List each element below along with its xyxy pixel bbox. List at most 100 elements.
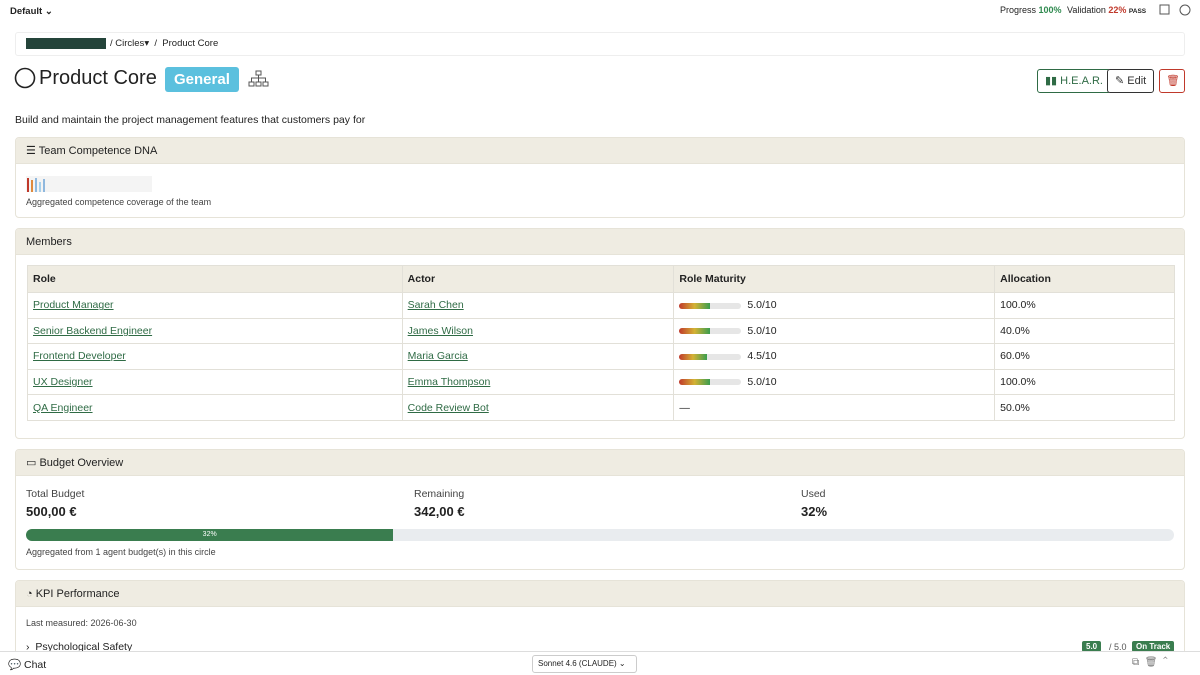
member-row: Product Manager Sarah Chen 5.0/10 100.0% bbox=[27, 292, 1175, 319]
members-card: Members Role Actor Role Maturity Allocation… bbox=[15, 228, 1185, 439]
maturity-cell: 5.0/10 bbox=[673, 292, 996, 319]
role-cell: QA Engineer bbox=[27, 394, 403, 421]
budget-fill: 32% bbox=[26, 529, 394, 541]
stat-label: Total Budget bbox=[26, 488, 85, 500]
stat-value: 32% bbox=[801, 504, 828, 519]
maturity-cell: — bbox=[673, 394, 996, 421]
caption: Aggregated from 1 agent budget(s) in thi… bbox=[26, 547, 216, 557]
dna-strip bbox=[26, 176, 152, 192]
maturity-track bbox=[679, 353, 742, 360]
actor-link[interactable]: Sarah Chen bbox=[407, 299, 464, 312]
last-measured: Last measured: 2026-06-30 bbox=[26, 618, 137, 628]
card-title: KPI Performance bbox=[35, 588, 120, 600]
top-icons[interactable] bbox=[1159, 4, 1191, 16]
allocation-cell: 60.0% bbox=[994, 343, 1175, 370]
maturity-label: 5.0/10 bbox=[747, 299, 777, 312]
member-row: QA Engineer Code Review Bot — 50.0% bbox=[27, 394, 1175, 421]
hierarchy-icon[interactable] bbox=[248, 70, 270, 88]
breadcrumb: / Circles▾ / Product Core bbox=[15, 32, 1185, 56]
actor-cell: Emma Thompson bbox=[401, 368, 675, 396]
description: Build and maintain the project managemen… bbox=[15, 114, 366, 126]
stat-value: 342,00 € bbox=[414, 504, 465, 519]
card-header: ▭ Budget Overview bbox=[16, 450, 1184, 476]
footer-icons[interactable]: ⧉ 🗑 ⌃ bbox=[1132, 657, 1168, 668]
progress-value: 100% bbox=[1038, 5, 1062, 15]
breadcrumb-item[interactable]: Product Core bbox=[162, 38, 219, 49]
kpi-score: 5.0 bbox=[1082, 641, 1102, 652]
validation-value: 22% bbox=[1108, 5, 1127, 15]
role-cell: Senior Backend Engineer bbox=[27, 317, 403, 345]
button-label: H.E.A.R. bbox=[1060, 75, 1103, 87]
chat-button[interactable]: 💬 Chat bbox=[8, 659, 47, 671]
column-header: Role bbox=[27, 265, 403, 293]
header-row: Role Actor Role Maturity Allocation bbox=[27, 265, 1175, 293]
bar-label: 32% bbox=[202, 531, 217, 538]
progress-label: Progress bbox=[1000, 5, 1037, 15]
role-link[interactable]: Product Manager bbox=[33, 299, 114, 312]
delete-button[interactable]: 🗑 bbox=[1159, 69, 1185, 93]
status-icon bbox=[14, 67, 36, 89]
maturity-fill bbox=[679, 379, 711, 386]
kpi-status: On Track bbox=[1132, 641, 1175, 652]
actor-cell: Maria Garcia bbox=[401, 343, 675, 370]
validation-status: PASS bbox=[1128, 8, 1147, 15]
actor-link[interactable]: James Wilson bbox=[407, 324, 473, 337]
budget-card: ▭ Budget Overview Total Budget 500,00 € … bbox=[15, 449, 1185, 570]
role-link[interactable]: QA Engineer bbox=[33, 401, 93, 414]
hear-button[interactable]: ▮▮ H.E.A.R. bbox=[1037, 69, 1111, 93]
maturity-cell: 5.0/10 bbox=[673, 317, 996, 345]
page-title: Product Core bbox=[39, 67, 157, 89]
maturity-label: 5.0/10 bbox=[747, 324, 777, 337]
workspace: Default bbox=[10, 6, 43, 17]
progress: Progress 100% bbox=[1000, 5, 1062, 15]
card-title: Members bbox=[26, 236, 72, 248]
actor-link[interactable]: Maria Garcia bbox=[407, 350, 468, 363]
competence-card: ☰ Team Competence DNA Aggregated compete… bbox=[15, 137, 1185, 218]
allocation-cell: 100.0% bbox=[994, 368, 1175, 396]
actor-cell: Code Review Bot bbox=[401, 394, 675, 421]
stat-label: Remaining bbox=[414, 488, 465, 500]
maturity-label: 4.5/10 bbox=[747, 350, 777, 363]
maturity-fill bbox=[679, 302, 711, 309]
stat-value: 500,00 € bbox=[26, 504, 77, 519]
button-label: Edit bbox=[1127, 75, 1147, 87]
workspace-select[interactable]: Default ⌄ bbox=[10, 6, 53, 17]
caption: Aggregated competence coverage of the te… bbox=[26, 197, 212, 207]
actor-cell: James Wilson bbox=[401, 317, 675, 345]
model-name: Sonnet 4.6 (CLAUDE) bbox=[538, 659, 617, 668]
column-header: Role Maturity bbox=[673, 265, 996, 293]
kpi-row[interactable]: › Psychological Safety 5.0 / 5.0 On Trac… bbox=[26, 641, 1176, 653]
actor-link[interactable]: Code Review Bot bbox=[407, 401, 489, 414]
member-row: UX Designer Emma Thompson 5.0/10 100.0% bbox=[27, 368, 1175, 396]
maturity-track bbox=[679, 328, 742, 335]
kpi-name: Psychological Safety bbox=[35, 641, 133, 653]
allocation-cell: 50.0% bbox=[994, 394, 1175, 421]
maturity-track bbox=[679, 302, 742, 309]
maturity-track bbox=[679, 379, 742, 386]
role-link[interactable]: Senior Backend Engineer bbox=[33, 324, 153, 337]
card-title: Budget Overview bbox=[39, 457, 124, 469]
member-row: Senior Backend Engineer James Wilson 5.0/1… bbox=[27, 317, 1175, 345]
maturity-fill bbox=[679, 353, 708, 360]
stat-label: Used bbox=[801, 488, 826, 500]
column-header: Actor bbox=[401, 265, 675, 293]
redacted bbox=[26, 38, 106, 49]
maturity-fill bbox=[679, 328, 711, 335]
card-title: Team Competence DNA bbox=[38, 145, 158, 157]
role-cell: Product Manager bbox=[27, 292, 403, 319]
model-select[interactable]: Sonnet 4.6 (CLAUDE) ⌄ bbox=[532, 655, 637, 673]
allocation-cell: 100.0% bbox=[994, 292, 1175, 319]
role-link[interactable]: UX Designer bbox=[33, 376, 93, 389]
validation: Validation 22% PASS bbox=[1067, 5, 1146, 15]
role-link[interactable]: Frontend Developer bbox=[33, 350, 126, 363]
actor-link[interactable]: Emma Thompson bbox=[407, 376, 491, 389]
actor-cell: Sarah Chen bbox=[401, 292, 675, 319]
table-body: Product Manager Sarah Chen 5.0/10 100.0% Sen… bbox=[27, 292, 1175, 421]
role-cell: Frontend Developer bbox=[27, 343, 403, 370]
edit-button[interactable]: ✎ Edit bbox=[1107, 69, 1155, 93]
breadcrumb-item[interactable]: Circles bbox=[115, 38, 145, 49]
budget-bar: 32% bbox=[26, 529, 1174, 541]
card-header: ☰ Team Competence DNA bbox=[16, 138, 1184, 164]
role-cell: UX Designer bbox=[27, 368, 403, 396]
